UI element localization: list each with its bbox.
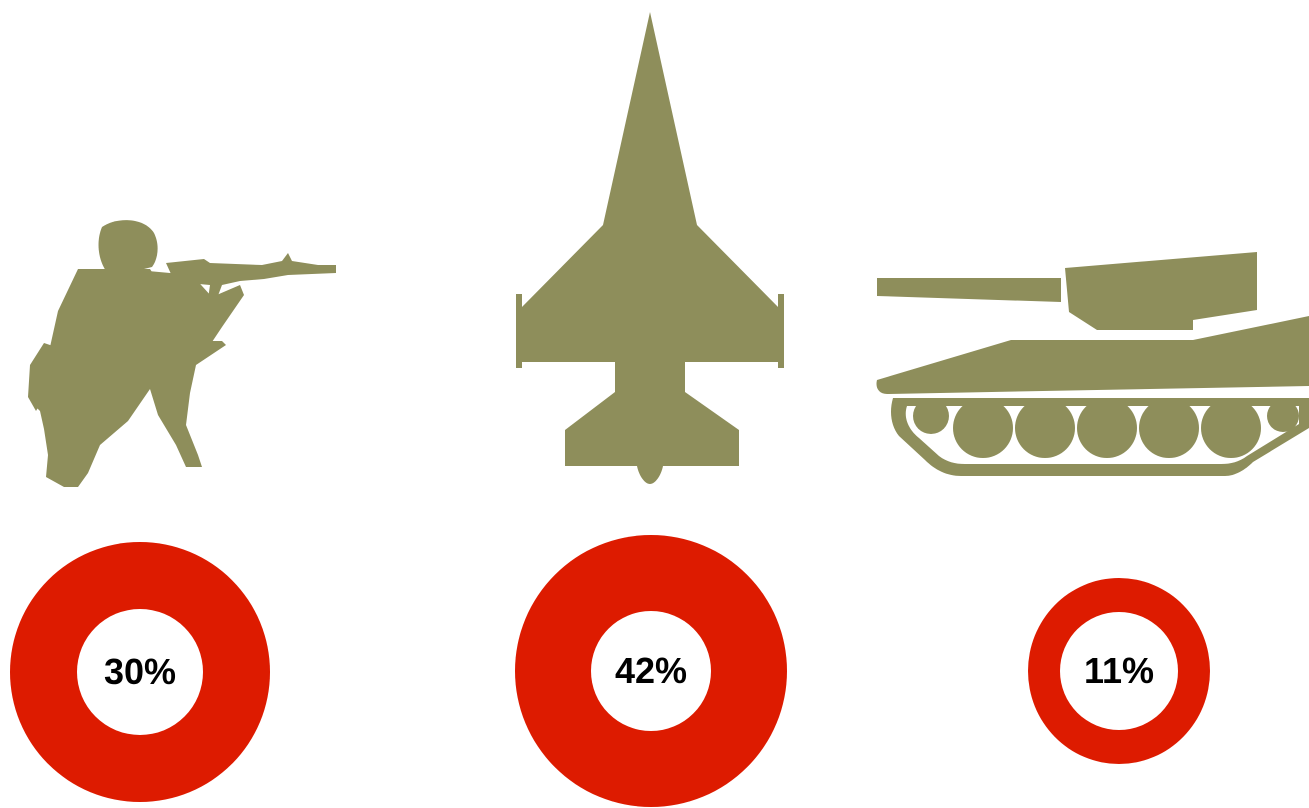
percent-label-tank: 11% <box>1083 650 1155 691</box>
tank-icon <box>876 252 1309 476</box>
ring-center: 42% <box>591 611 711 731</box>
percent-ring-tank: 11% <box>1028 578 1210 764</box>
percent-ring-fighter-jet: 42% <box>515 535 787 807</box>
soldier-icon <box>28 220 336 487</box>
percent-ring-soldier: 30% <box>10 542 270 802</box>
percent-label-soldier: 30% <box>103 651 177 692</box>
fighter-jet-icon <box>516 12 784 484</box>
percent-label-fighter-jet: 42% <box>614 650 688 691</box>
ring-center: 30% <box>77 609 203 735</box>
ring-center: 11% <box>1060 612 1178 730</box>
